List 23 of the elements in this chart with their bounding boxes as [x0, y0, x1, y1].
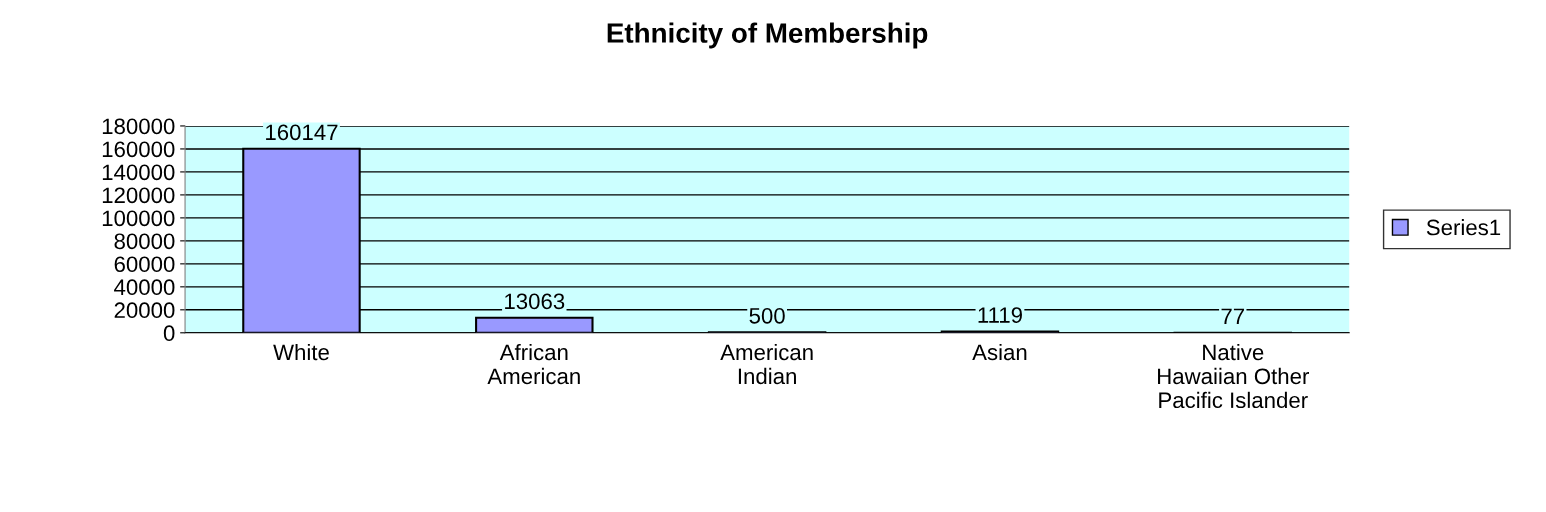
y-tick-label: 140000: [102, 164, 175, 181]
x-tick-label: Native Hawaiian Other Pacific Islander: [1158, 343, 1309, 409]
chart-title: Ethnicity of Membership: [607, 22, 928, 49]
y-tick-label: 100000: [102, 210, 175, 227]
y-tick-label: 60000: [114, 256, 175, 273]
y-tick-label: 180000: [102, 118, 175, 135]
data-label: 13063: [505, 293, 565, 310]
data-label: 77: [1221, 308, 1245, 324]
bar: [475, 316, 594, 333]
x-tick-label: American Indian: [720, 343, 813, 385]
y-tick-label: 160000: [102, 141, 175, 158]
y-tick-label: 120000: [102, 187, 175, 204]
x-tick-label: White: [273, 343, 329, 361]
y-tick-label: 80000: [114, 233, 175, 250]
data-label: 1119: [978, 307, 1022, 323]
x-tick-label: African American: [487, 343, 580, 385]
x-tick-label: Asian: [972, 343, 1027, 361]
data-label: 160147: [266, 124, 338, 141]
y-tick-label: 40000: [114, 279, 175, 296]
legend-label: Series1: [1426, 219, 1501, 236]
y-tick-label: 0: [163, 325, 175, 342]
y-tick-label: 20000: [114, 302, 175, 319]
data-label: 500: [749, 307, 785, 324]
